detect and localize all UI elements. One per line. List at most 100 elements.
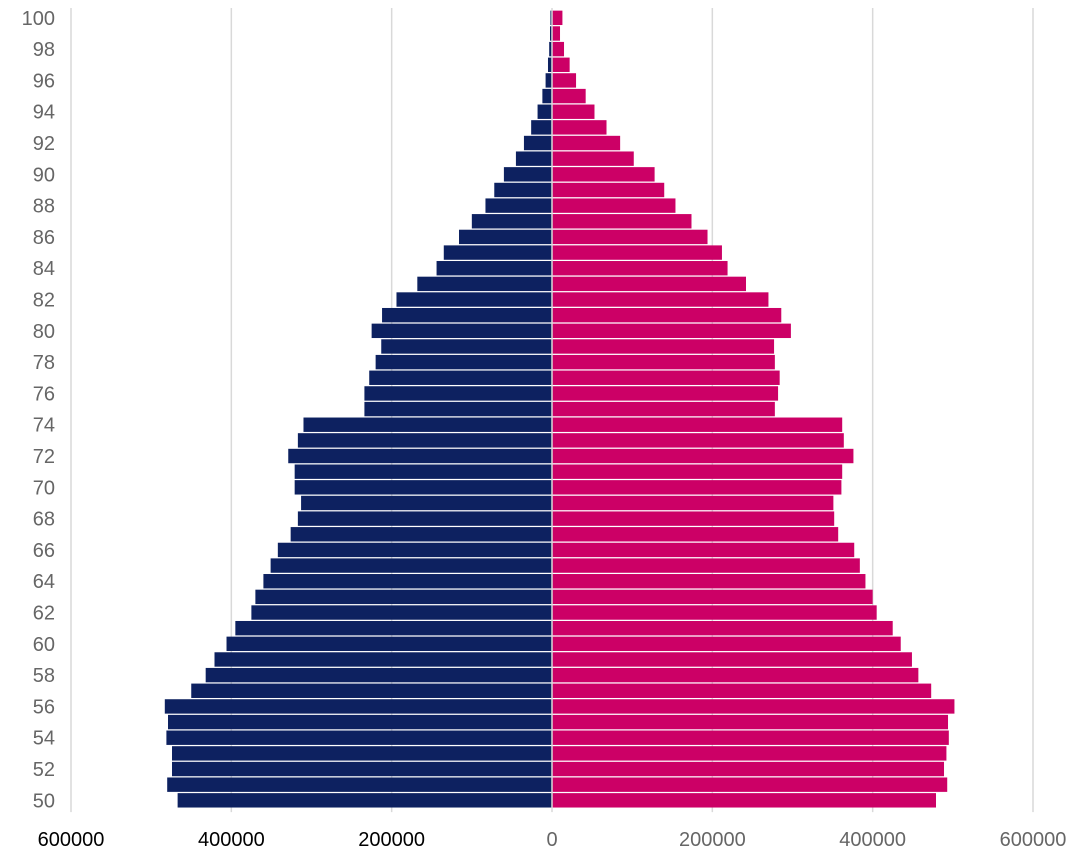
bar-right-age-62 [552, 605, 877, 620]
bar-left-age-92 [523, 135, 552, 151]
y-tick-label: 56 [33, 696, 55, 718]
bar-right-age-92 [552, 135, 621, 151]
bar-left-age-80 [371, 323, 553, 339]
bar-left-age-98 [549, 41, 552, 57]
bar-right-age-74 [552, 417, 843, 432]
bar-left-age-50 [177, 793, 552, 808]
bar-right-age-63 [552, 589, 873, 605]
bar-right-age-64 [552, 574, 866, 589]
bar-left-age-72 [288, 448, 552, 464]
bar-left-age-71 [294, 464, 552, 479]
bar-right-age-59 [552, 652, 912, 667]
x-tick-label: 600000 [38, 829, 105, 848]
y-tick-label: 88 [33, 196, 55, 218]
bar-right-age-78 [552, 354, 775, 370]
y-tick-label: 80 [33, 321, 55, 343]
bar-right-age-69 [552, 495, 834, 511]
bar-right-age-53 [552, 746, 947, 761]
y-tick-label: 52 [33, 759, 55, 781]
bar-right-age-98 [552, 41, 565, 57]
bar-left-age-58 [205, 667, 552, 683]
bar-left-age-88 [485, 198, 552, 213]
bar-right-age-87 [552, 214, 692, 229]
bar-right-age-60 [552, 636, 901, 652]
bar-left-age-91 [515, 151, 552, 166]
y-tick-label: 94 [33, 102, 55, 124]
bar-right-age-83 [552, 276, 746, 292]
bar-right-age-77 [552, 370, 780, 385]
y-tick-label: 74 [33, 415, 55, 437]
x-tick-label: 400000 [839, 829, 906, 848]
bar-left-age-96 [545, 73, 552, 88]
bar-right-age-73 [552, 433, 844, 448]
bar-right-age-56 [552, 699, 955, 714]
bar-right-age-97 [552, 57, 570, 72]
bar-right-age-80 [552, 323, 791, 339]
bar-right-age-100 [552, 10, 563, 26]
bar-left-age-57 [191, 683, 552, 698]
bar-left-age-66 [277, 542, 552, 558]
bar-left-age-90 [503, 167, 552, 182]
bar-right-age-58 [552, 667, 919, 683]
y-tick-label: 98 [33, 39, 55, 61]
bar-right-age-57 [552, 683, 932, 698]
bar-left-age-55 [168, 714, 552, 730]
bar-right-age-79 [552, 339, 775, 354]
y-tick-label: 76 [33, 383, 55, 405]
bar-left-age-64 [263, 574, 552, 589]
bar-left-age-100 [550, 10, 552, 26]
y-tick-label: 90 [33, 164, 55, 186]
bar-left-age-89 [494, 182, 552, 198]
bar-left-age-95 [542, 88, 552, 104]
bar-right-age-55 [552, 714, 949, 730]
bar-left-age-86 [459, 229, 552, 245]
bar-left-age-67 [290, 527, 552, 542]
x-tick-label: 200000 [358, 829, 425, 848]
bar-right-age-81 [552, 307, 782, 323]
bar-right-age-91 [552, 151, 634, 166]
bar-left-age-75 [364, 401, 552, 417]
bar-right-age-66 [552, 542, 855, 558]
bar-right-age-94 [552, 104, 595, 119]
bars [164, 10, 955, 808]
bar-left-age-76 [364, 386, 552, 401]
bar-left-age-53 [172, 746, 552, 761]
bar-left-age-62 [251, 605, 553, 620]
bar-right-age-85 [552, 245, 722, 260]
bar-right-age-90 [552, 167, 655, 182]
bar-right-age-67 [552, 527, 839, 542]
bar-right-age-52 [552, 761, 945, 777]
bar-right-age-93 [552, 120, 607, 135]
bar-right-age-89 [552, 182, 665, 198]
bar-right-age-95 [552, 88, 586, 104]
y-tick-label: 64 [33, 571, 55, 593]
bar-right-age-61 [552, 620, 893, 636]
bar-left-age-77 [369, 370, 552, 385]
y-tick-label: 86 [33, 227, 55, 249]
bar-left-age-69 [301, 495, 552, 511]
bar-right-age-88 [552, 198, 676, 213]
y-tick-label: 100 [22, 8, 55, 30]
y-tick-label: 84 [33, 258, 55, 280]
bar-left-age-61 [235, 620, 552, 636]
bar-left-age-82 [396, 292, 552, 307]
y-tick-label: 58 [33, 665, 55, 687]
y-tick-label: 70 [33, 477, 55, 499]
bar-left-age-65 [270, 558, 552, 573]
bar-left-age-94 [537, 104, 552, 119]
bar-left-age-59 [214, 652, 552, 667]
bar-left-age-70 [294, 480, 552, 495]
bar-left-age-83 [417, 276, 552, 292]
bar-left-age-85 [443, 245, 552, 260]
y-tick-label: 72 [33, 446, 55, 468]
bar-right-age-86 [552, 229, 708, 245]
bar-left-age-78 [375, 354, 552, 370]
bar-left-age-84 [436, 261, 552, 276]
bar-left-age-93 [531, 120, 552, 135]
bar-left-age-51 [167, 777, 552, 792]
y-tick-labels: 100 98 96 94 92 90 88 86 84 82 80 78 76 74 72 70 68 66 64 6… [22, 8, 55, 813]
bar-left-age-87 [471, 214, 552, 229]
bar-left-age-56 [164, 699, 553, 714]
y-tick-label: 92 [33, 133, 55, 155]
